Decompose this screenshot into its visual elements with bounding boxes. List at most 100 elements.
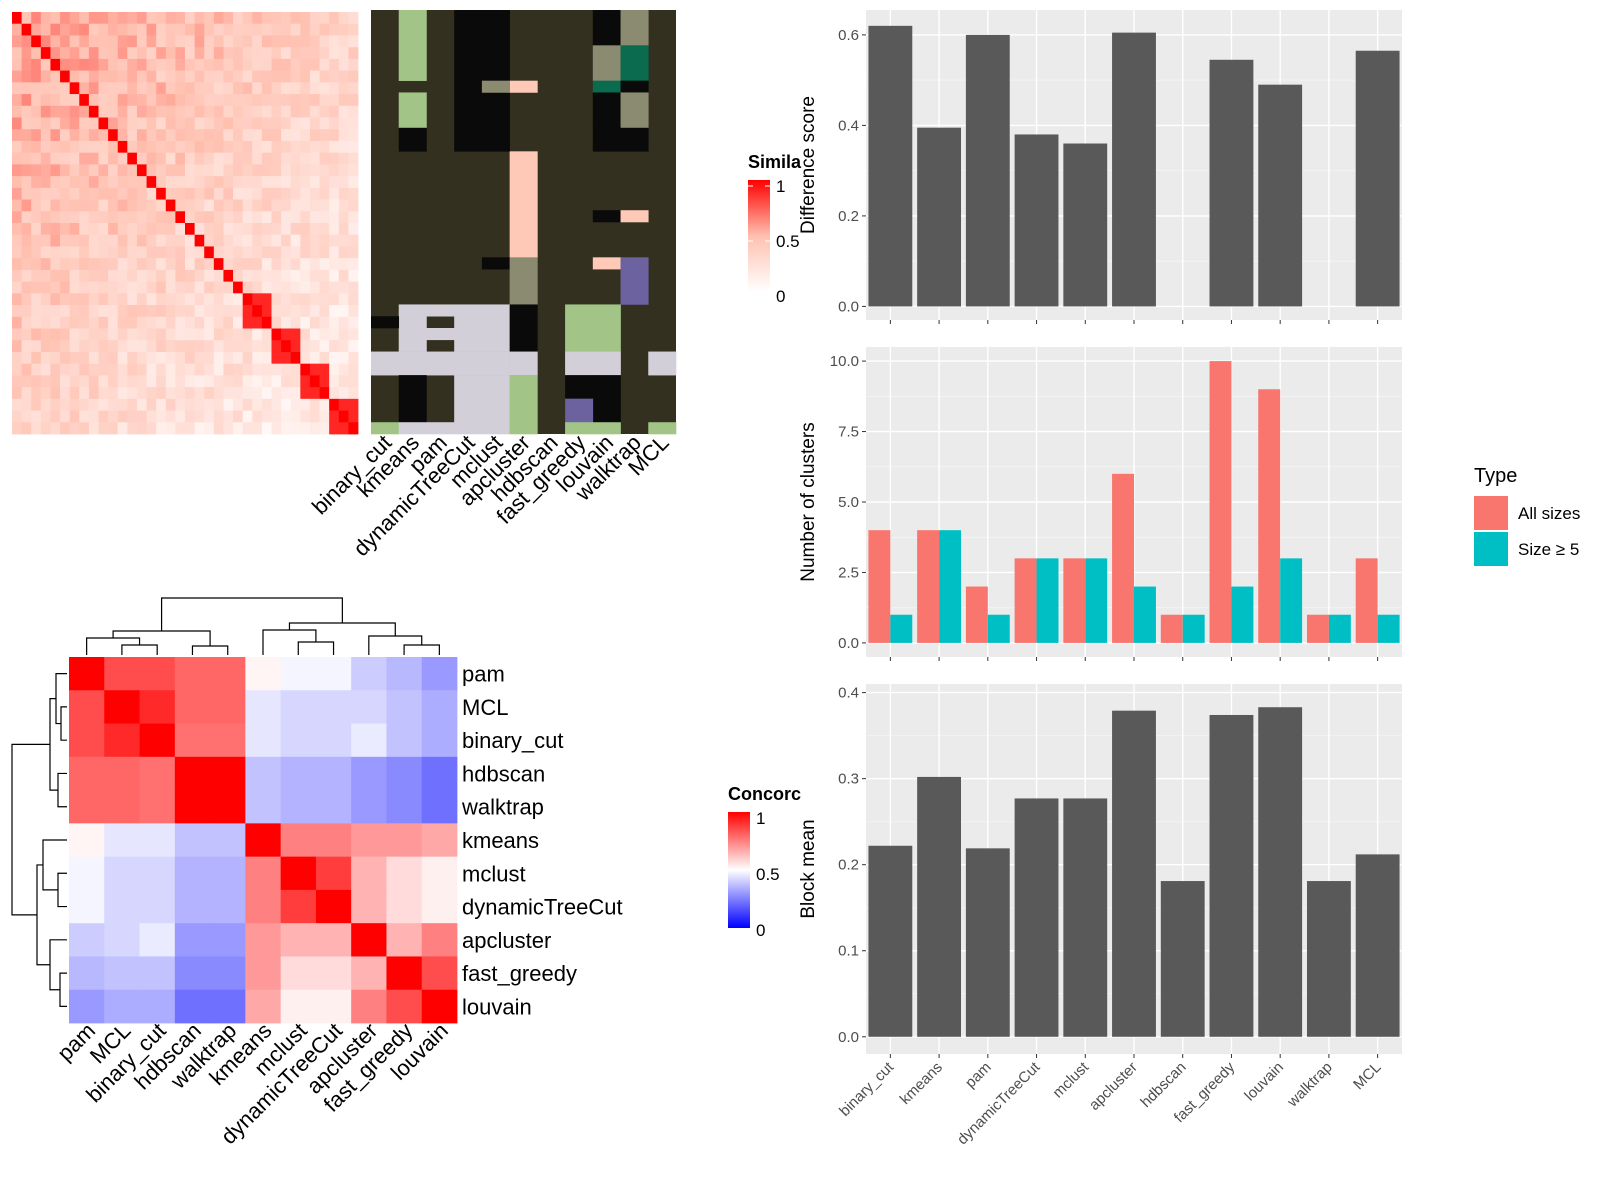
similarity-cell: [309, 328, 320, 341]
bar: [1209, 59, 1254, 307]
similarity-cell: [50, 351, 61, 365]
similarity-cell: [242, 398, 253, 411]
similarity-cell: [79, 152, 90, 165]
similarity-cell: [309, 387, 320, 400]
similarity-cell: [156, 12, 167, 25]
similarity-cell: [146, 258, 157, 271]
similarity-cell: [281, 328, 292, 341]
similarity-cell: [204, 340, 215, 353]
similarity-cell: [31, 94, 42, 107]
similarity-cell: [242, 23, 253, 36]
similarity-cell: [31, 316, 42, 329]
similarity-cell: [309, 375, 320, 388]
similarity-cell: [281, 258, 292, 271]
similarity-cell: [79, 234, 90, 247]
similarity-cell: [88, 422, 99, 435]
concordance-cell: [280, 989, 317, 1024]
similarity-cell: [348, 316, 359, 329]
similarity-cell: [185, 340, 196, 353]
similarity-cell: [300, 117, 311, 130]
similarity-cell: [309, 269, 320, 283]
similarity-cell: [12, 422, 23, 435]
similarity-cell: [146, 164, 157, 177]
similarity-cell: [338, 410, 349, 423]
concordance-legend-tick: 0: [756, 921, 765, 940]
similarity-cell: [108, 199, 119, 212]
similarity-cell: [40, 129, 51, 142]
similarity-cell: [252, 351, 263, 365]
similarity-cell: [329, 328, 340, 341]
similarity-cell: [223, 316, 234, 329]
similarity-cell: [31, 12, 42, 25]
similarity-cell: [146, 23, 157, 36]
similarity-cell: [79, 164, 90, 177]
similarity-cell: [329, 398, 340, 411]
similarity-cell: [252, 258, 263, 271]
similarity-cell: [185, 47, 196, 60]
similarity-cell: [223, 211, 234, 224]
similarity-cell: [60, 211, 71, 224]
similarity-cell: [88, 246, 99, 259]
similarity-cell: [319, 47, 330, 60]
concordance-cell: [315, 989, 352, 1024]
similarity-cell: [146, 129, 157, 142]
similarity-cell: [233, 398, 244, 411]
similarity-cell: [194, 375, 205, 388]
similarity-cell: [60, 363, 71, 376]
similarity-cell: [329, 187, 340, 200]
similarity-cell: [261, 410, 272, 423]
similarity-cell: [194, 140, 205, 154]
similarity-cell: [319, 12, 330, 25]
similarity-cell: [338, 82, 349, 95]
similarity-cell: [31, 140, 42, 154]
similarity-cell: [79, 340, 90, 353]
similarity-cell: [165, 58, 176, 72]
membership-cell: [398, 375, 427, 423]
similarity-cell: [261, 340, 272, 353]
similarity-cell: [185, 23, 196, 36]
concordance-cell: [245, 790, 282, 824]
similarity-cell: [185, 94, 196, 107]
similarity-cell: [329, 117, 340, 130]
similarity-cell: [300, 23, 311, 36]
similarity-cell: [69, 340, 80, 353]
similarity-cell: [252, 12, 263, 25]
type-legend: Type All sizes Size ≥ 5: [1474, 465, 1580, 566]
similarity-cell: [175, 281, 186, 294]
similarity-cell: [194, 234, 205, 247]
similarity-cell: [69, 410, 80, 423]
similarity-cell: [108, 281, 119, 294]
concordance-row-label: kmeans: [462, 828, 539, 853]
similarity-cell: [300, 387, 311, 400]
similarity-cell: [108, 187, 119, 200]
similarity-cell: [117, 129, 128, 142]
similarity-cell: [136, 176, 147, 189]
similarity-cell: [185, 140, 196, 154]
similarity-cell: [300, 94, 311, 107]
similarity-cell: [60, 398, 71, 411]
similarity-cell: [348, 117, 359, 130]
similarity-cell: [204, 410, 215, 423]
similarity-cell: [69, 152, 80, 165]
y-tick-label: 0.2: [838, 208, 859, 225]
bar: [917, 776, 962, 1037]
similarity-cell: [31, 223, 42, 236]
similarity-cell: [50, 152, 61, 165]
similarity-cell: [108, 94, 119, 107]
similarity-cell: [271, 234, 282, 247]
similarity-cell: [50, 387, 61, 400]
similarity-cell: [69, 23, 80, 36]
similarity-cell: [261, 70, 272, 83]
similarity-cell: [204, 23, 215, 36]
similarity-cell: [12, 410, 23, 423]
similarity-cell: [252, 187, 263, 200]
similarity-cell: [233, 422, 244, 435]
similarity-cell: [300, 187, 311, 200]
similarity-cell: [136, 387, 147, 400]
concordance-cell: [421, 956, 458, 991]
similarity-cell: [204, 351, 215, 365]
concordance-row-label: hdbscan: [462, 762, 545, 787]
similarity-cell: [290, 351, 301, 365]
similarity-cell: [329, 140, 340, 154]
similarity-cell: [108, 211, 119, 224]
